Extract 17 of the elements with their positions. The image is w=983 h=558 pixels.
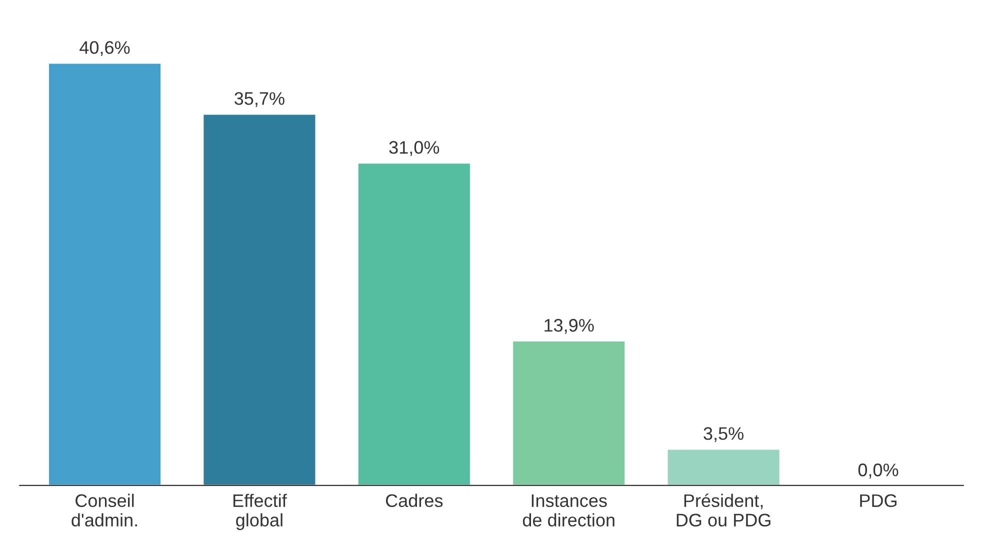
data-label: 40,6%: [80, 41, 130, 56]
x-tick-label: Effectif global: [233, 494, 287, 530]
x-tick-label: Conseil d'admin.: [72, 494, 137, 527]
data-label: 31,0%: [389, 141, 440, 156]
bar: [512, 340, 626, 486]
data-label: 3,5%: [704, 427, 744, 442]
data-label: 35,7%: [234, 92, 284, 108]
bar: [666, 448, 781, 486]
x-tick-label: PDG: [860, 494, 896, 508]
data-label: 0,0%: [858, 464, 898, 478]
data-label: 13,9%: [544, 318, 594, 334]
x-tick-label: Président, DG ou PDG: [676, 494, 770, 527]
bar: [202, 113, 317, 486]
bar: [48, 62, 162, 486]
x-tick-label: Cadres: [386, 494, 443, 508]
x-tick-label: Instances de direction: [522, 494, 614, 527]
bar: [356, 162, 472, 486]
